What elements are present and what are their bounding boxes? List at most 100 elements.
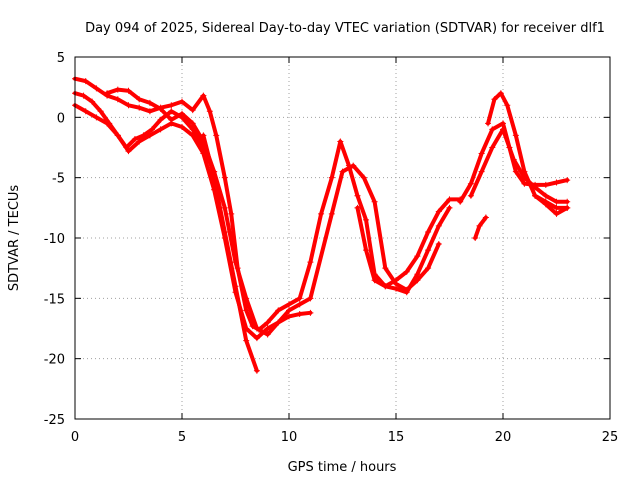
data-point [354, 204, 361, 211]
data-point [485, 120, 492, 127]
y-tick-label: -20 [44, 353, 65, 368]
data-point [491, 96, 498, 103]
x-tick-label: 25 [602, 430, 619, 445]
data-point [472, 235, 479, 241]
data-point [200, 92, 207, 99]
axis-ticks: 0 5 10 15 20 25 5 0 -5 -10 -15 -20 -25 [44, 51, 619, 445]
data-point [264, 319, 271, 326]
data-point [478, 168, 485, 175]
data-point [497, 90, 504, 97]
series-trace [355, 205, 452, 295]
series-trace [486, 91, 570, 210]
data-point [296, 301, 303, 308]
data-point [553, 198, 560, 205]
data-point [350, 162, 357, 169]
series-trace-10 [472, 214, 489, 241]
series-trace [73, 103, 313, 341]
chart-title: Day 094 of 2025, Sidereal Day-to-day VTE… [85, 21, 605, 36]
data-point [93, 85, 100, 92]
data-point [542, 201, 549, 208]
series-trace [533, 193, 570, 216]
data-point [414, 271, 421, 278]
series-trace [473, 215, 488, 240]
data-point [200, 150, 207, 157]
data-point [363, 216, 370, 223]
data-point [500, 120, 506, 127]
data-point [89, 98, 96, 105]
data-point [125, 102, 132, 109]
data-point [253, 367, 260, 374]
data-point [553, 204, 560, 211]
data-point [104, 90, 111, 97]
data-point [542, 192, 549, 199]
data-point [125, 148, 132, 155]
data-point [286, 307, 292, 314]
data-point [564, 177, 571, 184]
y-tick-label: 5 [57, 51, 65, 66]
data-point [446, 196, 453, 203]
data-point [221, 174, 228, 181]
data-point [403, 289, 410, 296]
data-point [200, 138, 207, 145]
data-point [296, 295, 303, 302]
data-point [125, 87, 132, 94]
data-point [521, 168, 528, 175]
series-trace [201, 133, 259, 373]
data-point [114, 132, 121, 139]
data-point [114, 86, 121, 93]
data-point [363, 247, 370, 254]
series-trace-1 [72, 75, 464, 333]
data-point [371, 277, 378, 284]
data-point [157, 126, 164, 133]
data-point [243, 337, 250, 344]
series-trace-11 [532, 192, 571, 217]
data-point [476, 222, 483, 229]
data-point [104, 120, 111, 127]
data-point [482, 214, 489, 221]
data-point [489, 144, 496, 151]
data-point [328, 210, 335, 217]
x-tick-label: 20 [495, 430, 512, 445]
data-point [179, 98, 185, 105]
data-point [337, 138, 344, 145]
data-point [264, 331, 271, 338]
data-point [264, 325, 271, 332]
data-point [307, 309, 314, 316]
data-point [232, 283, 239, 290]
data-point [354, 192, 361, 199]
data-point [114, 96, 121, 103]
data-point [82, 108, 89, 115]
data-point [512, 132, 519, 139]
data-point [221, 204, 228, 211]
data-point [243, 295, 250, 302]
data-point [478, 150, 485, 157]
data-point [179, 110, 185, 117]
series-trace-8 [467, 126, 571, 205]
series-trace-5 [104, 86, 218, 175]
data-point [553, 210, 560, 217]
data-point [275, 319, 282, 326]
data-point [168, 102, 175, 109]
data-point [213, 132, 220, 139]
series-trace [73, 91, 441, 337]
y-tick-label: -25 [44, 413, 65, 428]
data-point [564, 204, 571, 211]
x-tick-label: 0 [71, 430, 79, 445]
data-point [393, 285, 399, 292]
x-tick-label: 5 [178, 430, 186, 445]
data-point [521, 180, 528, 187]
x-axis-label: GPS time / hours [288, 460, 397, 475]
data-point [564, 198, 571, 205]
x-tick-label: 15 [388, 430, 405, 445]
data-point [328, 174, 335, 181]
data-point [146, 108, 153, 115]
data-point [339, 168, 346, 175]
data-point [157, 116, 164, 123]
y-tick-label: -15 [44, 292, 65, 307]
data-point [467, 180, 474, 187]
y-axis-label: SDTVAR / TECUs [7, 185, 22, 292]
data-point [168, 116, 175, 123]
data-point [136, 104, 143, 111]
data-point [136, 96, 143, 103]
